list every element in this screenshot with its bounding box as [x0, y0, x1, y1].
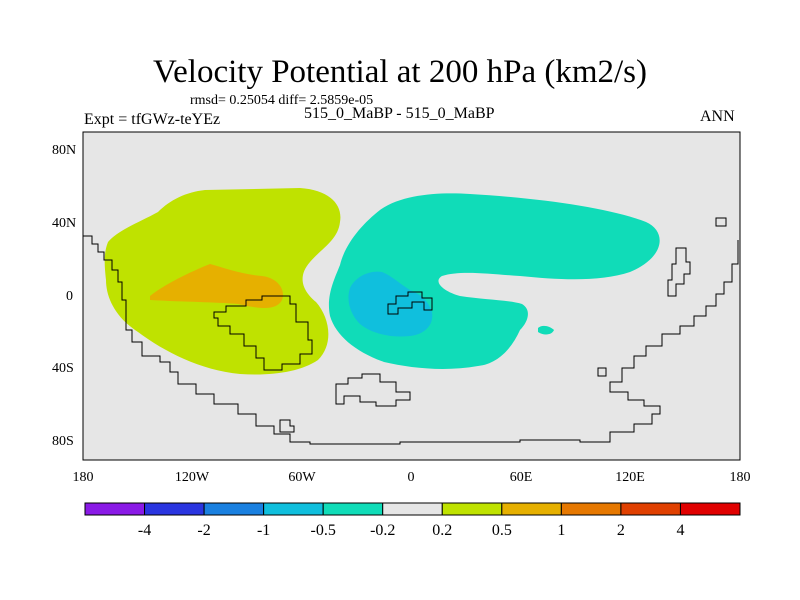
colorbar-box — [84, 502, 146, 516]
colorbar-box — [679, 502, 741, 516]
plot-title: Velocity Potential at 200 hPa (km2/s) — [152, 54, 648, 90]
lat-label-40n: 40N — [52, 216, 76, 231]
colorbar-box — [560, 502, 622, 516]
colorbar-label: -0.2 — [370, 522, 395, 539]
colorbar-boxes — [84, 502, 741, 516]
coastline-australia — [667, 247, 691, 297]
colorbar-label: 0.2 — [432, 522, 452, 539]
coastline-island-1 — [279, 419, 295, 433]
coastline-south-america — [213, 295, 313, 371]
colorbar-box — [441, 502, 503, 516]
lon-label-0: 0 — [408, 470, 415, 485]
colorbar-label: 2 — [617, 522, 625, 539]
lat-label-80s: 80S — [52, 434, 74, 449]
colorbar-label: -4 — [138, 522, 151, 539]
coastline-island-3 — [597, 367, 607, 377]
colorbar-label: -2 — [197, 522, 210, 539]
colorbar-box — [322, 502, 384, 516]
experiment-label: Expt = tfGWz-teYEz — [84, 111, 221, 128]
colorbar-label: 0.5 — [492, 522, 512, 539]
season-label: ANN — [700, 108, 735, 125]
lon-label-60w: 60W — [288, 470, 316, 485]
lon-label-120w: 120W — [175, 470, 210, 485]
colorbar-box — [144, 502, 205, 516]
lat-label-40s: 40S — [52, 361, 74, 376]
lon-label-180w: 180 — [73, 470, 94, 485]
colorbar-label: -0.5 — [311, 522, 336, 539]
rmsd-diff-stats: rmsd= 0.25054 diff= 2.5859e-05 — [190, 93, 374, 108]
positive-anomaly-peak — [150, 264, 284, 308]
colorbar-label: 4 — [676, 522, 684, 539]
coastline-antarctic-coast-1 — [335, 373, 411, 407]
coastlines — [83, 217, 739, 445]
negative-anomaly-small-patch — [538, 325, 554, 335]
colorbar-box — [501, 502, 562, 516]
coastline-americas-west — [83, 235, 739, 445]
colorbar-box — [382, 502, 443, 516]
lat-label-80n: 80N — [52, 143, 76, 158]
colorbar-label: 1 — [557, 522, 565, 539]
map-frame — [82, 131, 741, 461]
lat-label-0: 0 — [66, 289, 73, 304]
lon-label-180e: 180 — [730, 470, 751, 485]
case-comparison-label: 515_0_MaBP - 515_0_MaBP — [304, 105, 495, 122]
coastline-africa — [387, 291, 433, 315]
colorbar-labels: -4 -2 -1 -0.5 -0.2 0.2 0.5 1 2 4 — [138, 522, 685, 539]
lon-label-60e: 60E — [510, 470, 533, 485]
lon-label-120e: 120E — [615, 470, 645, 485]
colorbar-box — [203, 502, 265, 516]
colorbar-label: -1 — [257, 522, 270, 539]
colorbar-box — [263, 502, 324, 516]
colorbar-box — [620, 502, 681, 516]
coastline-island-2 — [715, 217, 727, 227]
